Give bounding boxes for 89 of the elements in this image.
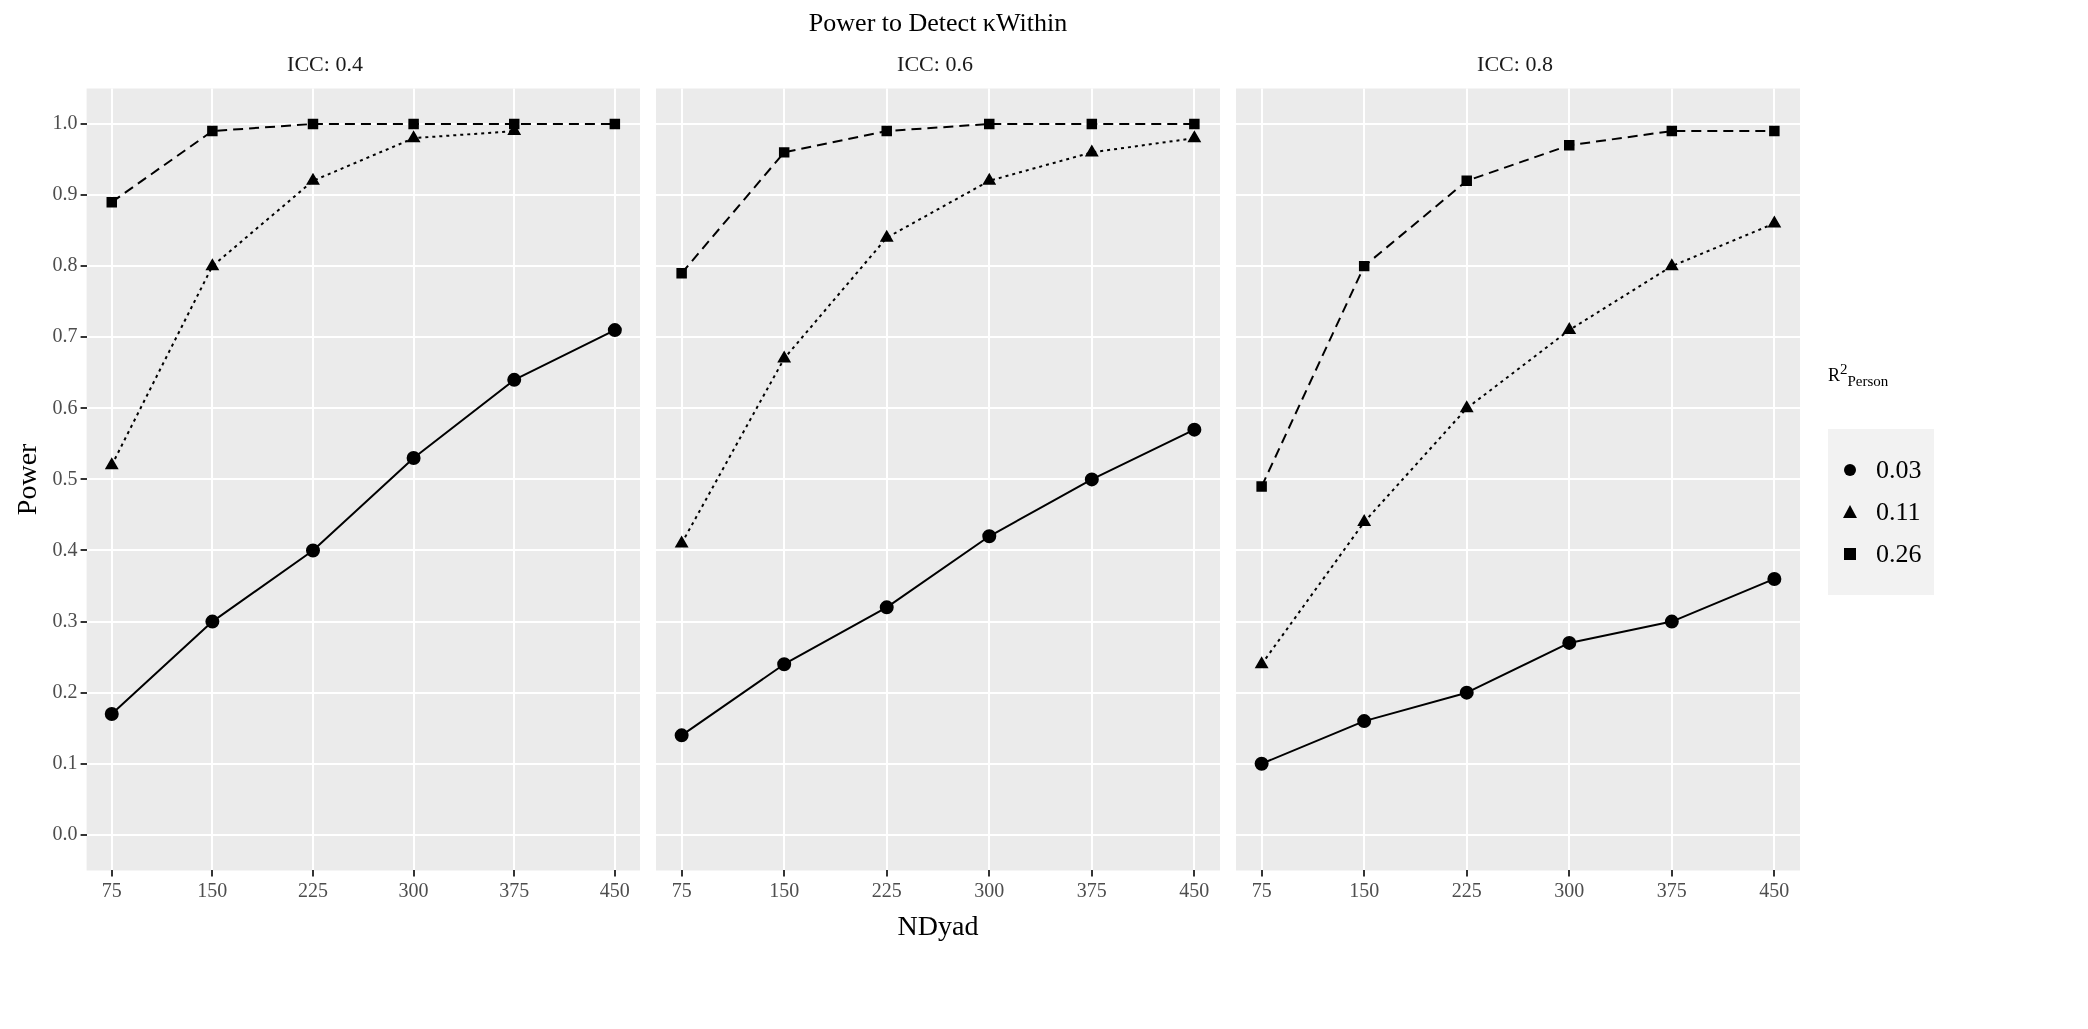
point [507,372,522,387]
x-tick-label: 450 [1179,878,1210,901]
legend-label: 0.03 [1876,455,1922,486]
legend-label: 0.11 [1876,497,1921,528]
point [207,125,218,137]
point [1562,635,1577,650]
point [1084,472,1099,487]
y-tick-label: 0.5 [52,466,78,489]
point [1563,323,1576,335]
point [777,351,791,363]
x-tick-label: 225 [297,878,328,901]
point [406,451,421,466]
x-tick-label: 150 [1349,878,1380,901]
point [105,458,118,470]
point [676,267,687,279]
point [777,657,792,672]
chart-subtitle: ICC: 0.6 [897,50,973,76]
point [1357,515,1371,527]
point [306,173,320,185]
point [881,125,892,137]
y-axis-title: Power [11,442,43,516]
x-tick-label: 150 [197,878,228,901]
point [1086,118,1098,130]
point [609,118,621,130]
point [1187,422,1202,437]
x-tick-label: 75 [671,878,692,901]
x-tick-label: 450 [1759,878,1790,901]
point [206,259,219,271]
point [407,131,420,143]
point [880,230,893,242]
x-tick-label: 450 [599,878,630,901]
point [1666,125,1678,137]
point [104,707,119,721]
point [983,173,996,185]
point [675,536,688,548]
chart-subtitle: ICC: 0.8 [1477,50,1553,76]
point [205,614,220,629]
point [1188,131,1201,143]
x-tick-label: 375 [1656,878,1687,901]
y-tick-label: 0.7 [52,324,78,347]
point [1085,145,1099,157]
y-tick-label: 0.9 [52,182,78,205]
point [307,118,319,130]
y-tick-label: 0.8 [52,253,78,276]
point [1459,685,1474,700]
x-tick-label: 225 [871,878,902,901]
point [607,323,622,338]
chart-title: Power to Detect κWithin [807,8,1069,39]
point [1254,756,1269,771]
chart-subtitle: ICC: 0.4 [287,50,363,76]
point [1564,140,1575,151]
point [305,543,320,558]
point [1358,260,1370,272]
x-tick-label: 375 [499,878,530,901]
point [778,147,790,158]
point [1769,125,1780,137]
point [879,600,894,615]
x-tick-label: 300 [398,878,429,901]
y-tick-label: 0.0 [52,822,78,845]
point [1357,714,1372,729]
point [1255,657,1268,669]
legend-label: 0.26 [1876,539,1922,570]
point [1189,118,1200,130]
point [1768,216,1781,228]
point [408,118,419,130]
x-axis-title: NDyad [897,909,979,941]
y-tick-label: 0.3 [52,608,78,631]
y-tick-label: 0.2 [52,679,78,702]
x-tick-label: 225 [1451,878,1482,901]
point [1461,175,1472,187]
x-tick-label: 75 [1251,878,1272,901]
x-tick-label: 75 [101,878,122,901]
x-tick-label: 150 [769,878,800,901]
point [1665,259,1679,271]
y-tick-label: 0.6 [52,395,78,418]
point [984,118,995,130]
point [106,196,117,208]
y-tick-label: 1.0 [52,111,78,134]
x-tick-label: 300 [1554,878,1585,901]
x-tick-label: 375 [1076,878,1107,901]
point [1767,571,1782,586]
point [1664,614,1679,629]
point [1256,481,1267,492]
point [982,529,997,544]
y-tick-label: 0.4 [52,537,78,560]
point [674,728,689,743]
point [1460,401,1473,413]
x-tick-label: 300 [974,878,1005,901]
y-tick-label: 0.1 [52,751,78,774]
